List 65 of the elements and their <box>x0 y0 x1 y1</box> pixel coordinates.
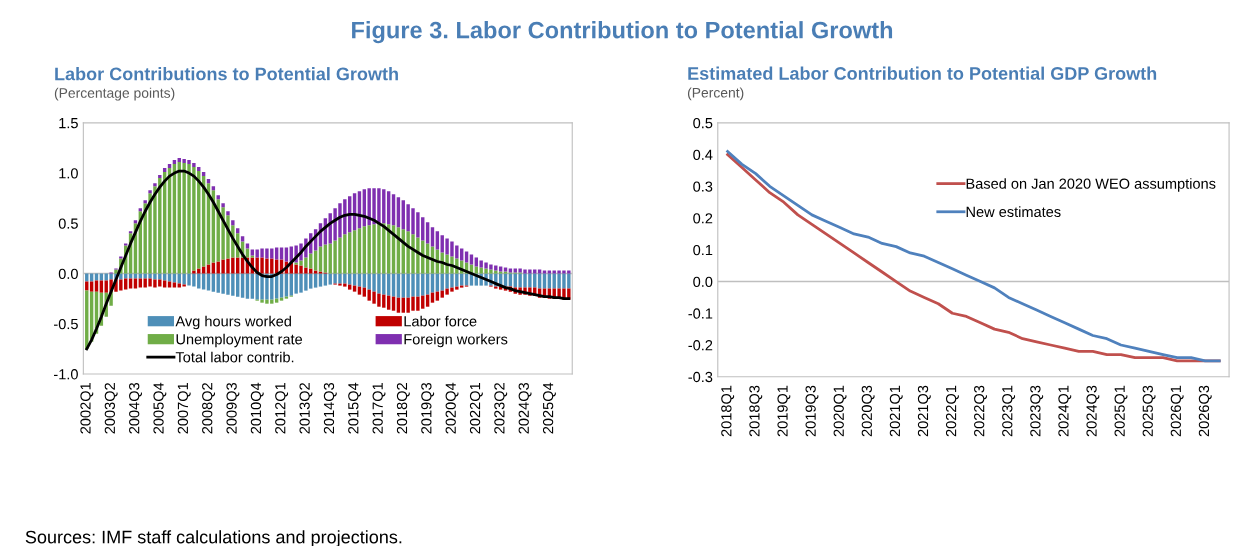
x-tick-label: 2025Q4 <box>542 382 556 434</box>
x-tick-label: 2026Q1 <box>1170 385 1184 437</box>
x-tick-label: 2004Q3 <box>129 382 142 434</box>
x-tick-label: 2020Q4 <box>445 382 459 434</box>
y-tick-label: 0.0 <box>58 268 78 279</box>
caption: Figure 3. Labor Contribution to Potential Growth <box>352 21 893 44</box>
x-tick-label: 2019Q3 <box>421 382 435 434</box>
x-tick-label: 2018Q2 <box>396 383 410 434</box>
x-tick-label: 2003Q2 <box>104 383 118 434</box>
x-tick-label: 2022Q1 <box>945 385 959 437</box>
x-tick-label: 2010Q4 <box>250 382 264 434</box>
y-tick-label: 1.0 <box>59 168 78 179</box>
x-tick-label: 2024Q3 <box>518 382 532 434</box>
x-tick-label: 2007Q1 <box>177 383 191 434</box>
x-tick-label: 2009Q3 <box>226 382 240 434</box>
y-tick-label: 0.1 <box>693 244 713 256</box>
legend-label: New estimates <box>966 206 1061 218</box>
y-tick-label: -0.5 <box>54 318 78 330</box>
x-tick-label: 2018Q1 <box>721 385 735 437</box>
x-tick-label: 2023Q2 <box>494 383 508 434</box>
legend-label: Unemployment rate <box>176 333 303 348</box>
y-tick-label: 0.5 <box>693 117 713 129</box>
x-tick-label: 2021Q3 <box>917 385 931 437</box>
x-tick-label: 2023Q1 <box>1002 385 1016 437</box>
x-tick-label: 2005Q4 <box>153 382 167 434</box>
x-tick-label: 2024Q1 <box>1058 385 1072 437</box>
x-tick-label: 2024Q3 <box>1086 385 1100 437</box>
x-tick-label: 2021Q1 <box>889 385 903 437</box>
x-tick-label: 2022Q1 <box>469 383 483 434</box>
x-tick-label: 2026Q3 <box>1198 385 1212 437</box>
legend-label: Labor force <box>404 315 477 327</box>
x-tick-label: 2020Q3 <box>861 385 875 437</box>
x-tick-label: 2025Q3 <box>1142 385 1156 437</box>
x-tick-label: 2023Q3 <box>1030 385 1044 437</box>
x-tick-label: 2002Q1 <box>80 383 94 434</box>
y-tick-label: 0.2 <box>693 213 713 224</box>
y-tick-label: 1.5 <box>59 118 78 129</box>
x-tick-label: 2019Q1 <box>777 385 791 437</box>
x-tick-label: 2015Q4 <box>348 382 362 434</box>
chart-title: Labor Contributions to Potential Growth <box>55 67 398 81</box>
y-tick-label: -1.0 <box>54 369 78 380</box>
x-tick-label: 2018Q3 <box>749 385 763 437</box>
x-tick-label: 2020Q1 <box>833 385 847 437</box>
y-tick-label: 0.3 <box>693 181 713 192</box>
x-tick-label: 2019Q3 <box>805 385 819 437</box>
chart-title: Estimated Labor Contribution to Potential GDP Growth <box>688 66 1157 80</box>
chart-subtitle: (Percentage points) <box>54 87 175 101</box>
y-tick-label: -0.2 <box>688 340 713 351</box>
chart-subtitle: (Percent) <box>687 87 744 101</box>
x-tick-label: 2017Q1 <box>372 383 386 434</box>
y-tick-label: 0.4 <box>693 149 713 161</box>
x-tick-label: 2022Q3 <box>974 385 987 437</box>
legend-label: Avg hours worked <box>175 315 291 330</box>
legend-label: Based on Jan 2020 WEO assumptions <box>966 178 1216 192</box>
y-tick-label: 0.5 <box>58 218 78 229</box>
x-tick-label: 2014Q3 <box>323 382 337 434</box>
x-tick-label: 2025Q1 <box>1114 385 1128 437</box>
x-tick-label: 2012Q1 <box>275 383 289 434</box>
x-tick-label: 2008Q2 <box>202 383 216 434</box>
y-tick-label: -0.1 <box>688 308 713 319</box>
legend-label: Total labor contrib. <box>175 351 294 363</box>
legend-label: Foreign workers <box>404 333 508 348</box>
y-tick-label: -0.3 <box>688 371 713 383</box>
x-tick-label: 2013Q2 <box>299 383 313 434</box>
y-tick-label: 0.0 <box>693 276 713 287</box>
